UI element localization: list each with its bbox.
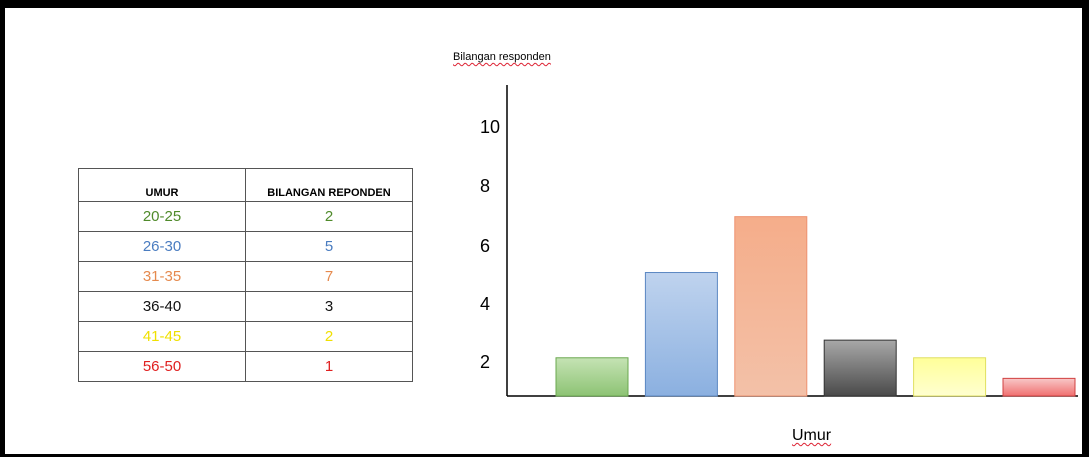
table-row: 26-30 5 (78, 231, 413, 262)
count-cell: 1 (245, 351, 413, 382)
age-cell: 31-35 (78, 261, 246, 292)
y-tick-label: 10 (480, 117, 500, 137)
table-row: 31-35 7 (78, 261, 413, 292)
table-row: 56-50 1 (78, 351, 413, 382)
header-age: UMUR (78, 168, 246, 202)
y-tick-label: 8 (480, 176, 490, 196)
bar-31-35 (734, 216, 808, 397)
table-row: 36-40 3 (78, 291, 413, 322)
age-table: UMUR BILANGAN REPONDEN 20-25 2 26-30 5 31-35… (78, 168, 413, 382)
age-cell: 26-30 (78, 231, 246, 262)
age-cell: 20-25 (78, 201, 246, 232)
bar-20-25 (555, 357, 629, 397)
count-cell: 2 (245, 321, 413, 352)
count-cell: 3 (245, 291, 413, 322)
age-cell: 56-50 (78, 351, 246, 382)
table-row: 41-45 2 (78, 321, 413, 352)
y-tick-label: 6 (480, 236, 490, 256)
y-axis-title: Bilangan responden (453, 51, 551, 63)
bar-26-30 (644, 272, 718, 397)
table-row: 20-25 2 (78, 201, 413, 232)
bar-41-45 (913, 357, 987, 397)
y-axis-title-text: Bilangan responden (453, 51, 551, 63)
bar-36-40 (823, 339, 897, 397)
y-tick-label: 2 (480, 352, 490, 372)
x-axis-title-text: Umur (792, 427, 832, 444)
age-cell: 41-45 (78, 321, 246, 352)
table-header-row: UMUR BILANGAN REPONDEN (78, 168, 413, 202)
x-axis-title: Umur (792, 427, 831, 445)
bar-56-50 (1002, 377, 1076, 397)
count-cell: 5 (245, 231, 413, 262)
count-cell: 7 (245, 261, 413, 292)
y-tick-label: 4 (480, 294, 490, 314)
